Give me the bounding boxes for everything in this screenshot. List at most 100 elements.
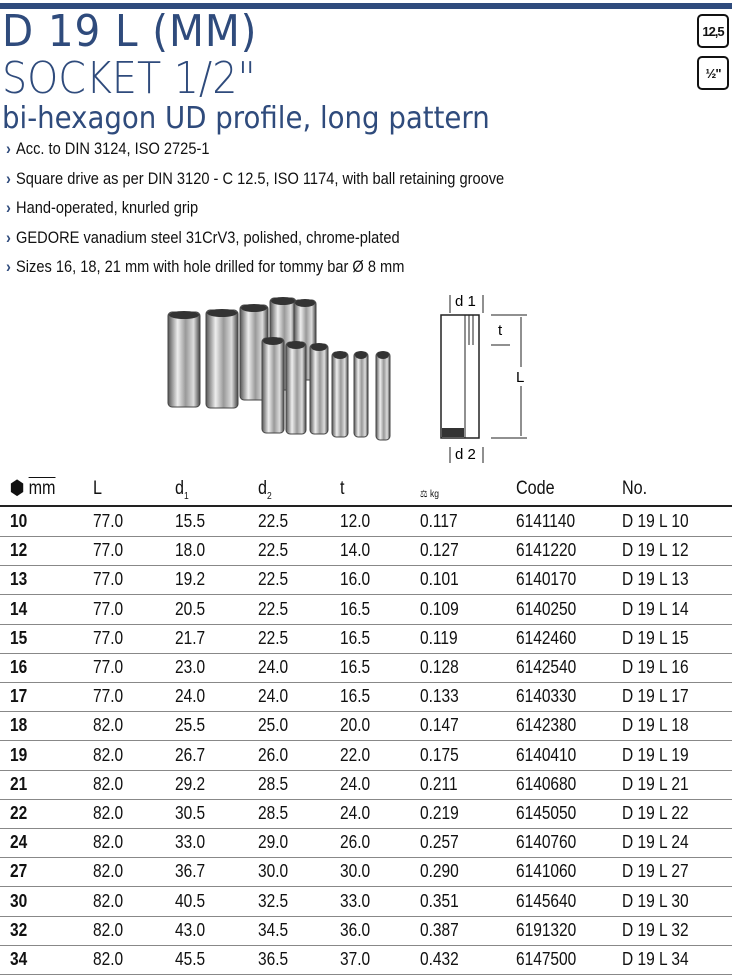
cell-weight: 0.133	[420, 686, 459, 707]
cell-t: 14.0	[340, 540, 371, 561]
socket	[285, 341, 307, 435]
hexagon-icon: ⬢	[10, 478, 25, 499]
socket-opening	[295, 299, 315, 307]
cell-length: 82.0	[93, 744, 124, 765]
cell-d1: 18.0	[175, 540, 206, 561]
header-L: L	[93, 478, 102, 499]
feature-text: GEDORE vanadium steel 31CrV3, polished, …	[16, 227, 400, 247]
cell-weight: 0.290	[420, 861, 459, 882]
cell-size: 13	[10, 569, 28, 590]
cell-d1: 20.5	[175, 598, 206, 619]
cell-length: 82.0	[93, 715, 124, 736]
cell-weight: 0.219	[420, 803, 459, 823]
cell-size: 19	[10, 744, 28, 765]
cell-d2: 36.5	[258, 949, 289, 969]
socket-opening	[169, 311, 199, 319]
d2-label: d 2	[455, 446, 476, 463]
socket	[331, 351, 349, 438]
cell-length: 77.0	[93, 598, 124, 619]
chevron-icon: ›	[6, 257, 11, 276]
table-row: 13 77.0 19.2 22.5 16.0 0.101 6140170 D 19 L 13	[0, 565, 732, 596]
table-row: 27 82.0 36.7 30.0 30.0 0.290 6141060 D 19 L 27	[0, 857, 732, 888]
feature-item: › Hand-operated, knurled grip	[6, 197, 198, 219]
cell-d2: 24.0	[258, 657, 289, 677]
table-row: 30 82.0 40.5 32.5 33.0 0.351 6145640 D 19 L 30	[0, 887, 732, 917]
cell-d1: 45.5	[175, 949, 206, 969]
cell-article-no: D 19 L 27	[622, 861, 689, 882]
top-bar	[0, 3, 732, 9]
cell-article-no: D 19 L 14	[622, 598, 689, 619]
cell-size: 17	[10, 686, 28, 707]
cell-d2: 22.5	[258, 540, 289, 561]
feature-text: Hand-operated, knurled grip	[16, 198, 199, 217]
cell-article-no: D 19 L 16	[622, 657, 689, 677]
cell-t: 16.5	[340, 598, 371, 619]
cell-t: 16.5	[340, 627, 371, 648]
cell-article-no: D 19 L 24	[622, 832, 689, 853]
cell-length: 77.0	[93, 569, 124, 590]
cell-d1: 26.7	[175, 744, 206, 765]
table-row: 16 77.0 23.0 24.0 16.5 0.128 6142540 D 19 L 16	[0, 653, 732, 683]
cell-d2: 25.0	[258, 715, 289, 736]
cell-length: 77.0	[93, 686, 124, 707]
cell-weight: 0.127	[420, 540, 459, 561]
socket-opening	[355, 351, 367, 359]
cell-size: 24	[10, 832, 28, 853]
cell-article-no: D 19 L 17	[622, 686, 689, 707]
cell-article-no: D 19 L 34	[622, 949, 689, 969]
cell-size: 14	[10, 598, 28, 619]
cell-t: 26.0	[340, 832, 371, 853]
cell-length: 77.0	[93, 540, 124, 561]
cell-code: 6140760	[516, 832, 577, 853]
cell-code: 6147500	[516, 949, 577, 969]
cell-code: 6141060	[516, 861, 577, 882]
cell-length: 82.0	[93, 861, 124, 882]
feature-text: Square drive as per DIN 3120 - C 12.5, I…	[16, 168, 505, 188]
cell-size: 32	[10, 919, 28, 940]
header-t: t	[340, 478, 345, 499]
weight-scale-icon: ⚖ kg	[420, 489, 439, 500]
cell-code: 6142460	[516, 627, 577, 648]
cell-size: 21	[10, 773, 28, 794]
cell-weight: 0.432	[420, 949, 459, 969]
header-code: Code	[516, 478, 555, 499]
header-divider	[0, 505, 732, 507]
cell-d1: 15.5	[175, 511, 206, 531]
cell-article-no: D 19 L 19	[622, 744, 689, 765]
drive-inch-badge: ½"	[697, 56, 729, 90]
product-type-title: SOCKET 1/2"	[2, 53, 256, 104]
cell-article-no: D 19 L 10	[622, 511, 689, 531]
cell-size: 12	[10, 540, 28, 561]
socket	[261, 337, 285, 434]
cell-article-no: D 19 L 32	[622, 919, 689, 940]
cell-d1: 21.7	[175, 627, 206, 648]
cell-code: 6191320	[516, 919, 577, 940]
cell-t: 24.0	[340, 773, 371, 794]
cell-t: 20.0	[340, 715, 371, 736]
L-label: L	[516, 369, 524, 386]
cell-size: 15	[10, 627, 28, 648]
cell-length: 82.0	[93, 803, 124, 823]
feature-text: Sizes 16, 18, 21 mm with hole drilled fo…	[16, 257, 405, 276]
cell-d2: 28.5	[258, 773, 289, 794]
table-row: 15 77.0 21.7 22.5 16.5 0.119 6142460 D 19 L 15	[0, 624, 732, 654]
cell-d1: 19.2	[175, 569, 206, 590]
cell-d2: 22.5	[258, 511, 289, 531]
socket	[375, 351, 391, 441]
cell-size: 10	[10, 511, 28, 531]
cell-article-no: D 19 L 22	[622, 803, 689, 823]
cell-length: 82.0	[93, 919, 124, 940]
socket-opening	[377, 351, 389, 359]
cell-length: 77.0	[93, 657, 124, 677]
cell-d1: 30.5	[175, 803, 206, 823]
cell-d1: 25.5	[175, 715, 206, 736]
cell-weight: 0.119	[420, 627, 458, 648]
cell-d2: 28.5	[258, 803, 289, 823]
feature-item: › Sizes 16, 18, 21 mm with hole drilled f…	[6, 256, 404, 278]
cell-d1: 33.0	[175, 832, 206, 853]
socket-opening	[207, 309, 237, 317]
cell-d2: 30.0	[258, 861, 289, 882]
cell-size: 22	[10, 803, 28, 823]
cell-d1: 43.0	[175, 919, 206, 940]
cell-d1: 29.2	[175, 773, 206, 794]
